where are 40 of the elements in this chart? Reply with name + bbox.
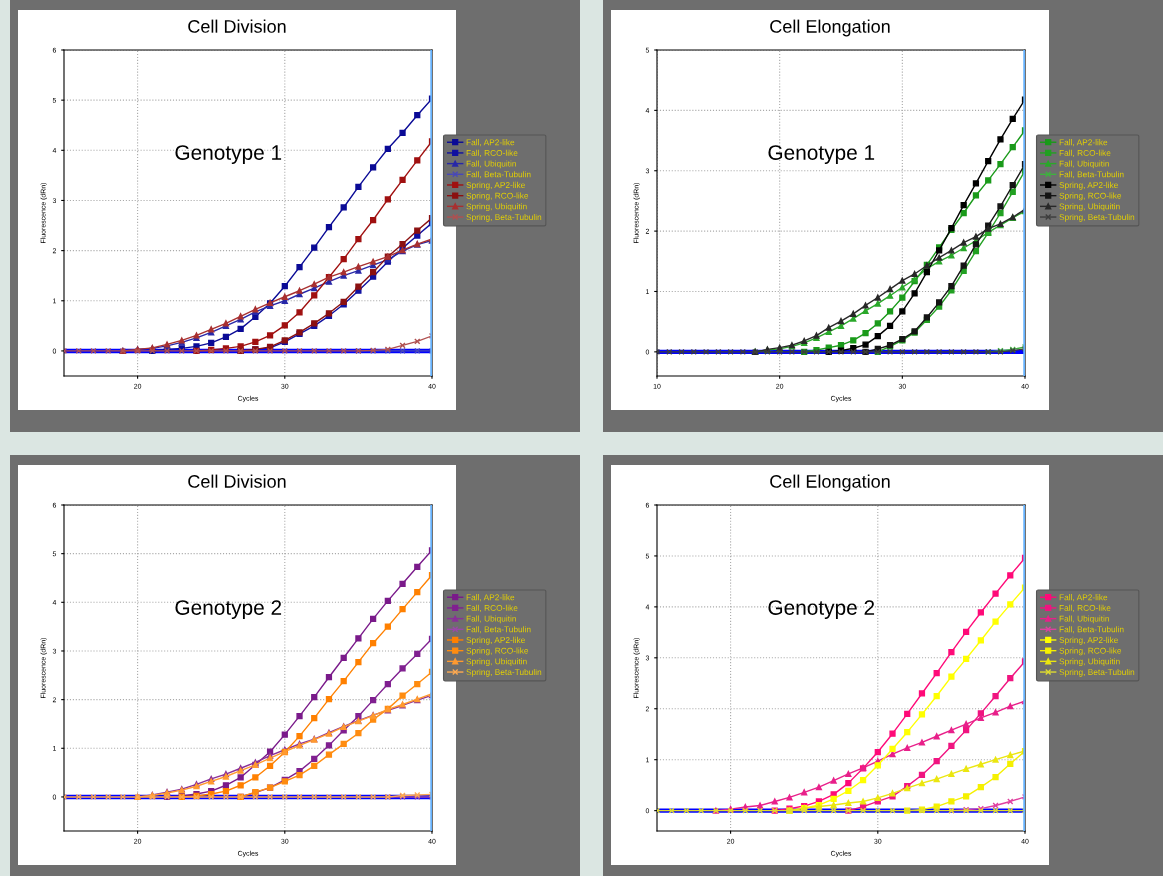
- annotation: Genotype 1: [175, 145, 282, 165]
- annotation: Genotype 2: [175, 600, 282, 620]
- legend-label: Spring, AP2-like: [1059, 636, 1118, 645]
- chart-title: Cell Elongation: [770, 19, 890, 37]
- chart-title: Cell Division: [188, 474, 286, 488]
- legend-label: Fall, Ubiquitin: [466, 160, 516, 169]
- legend-label: Spring, AP2-like: [466, 181, 525, 190]
- chart-title: Cell Division: [188, 19, 286, 33]
- annotation: Genotype 1: [768, 145, 875, 165]
- legend-label: Spring, Ubiquitin: [466, 658, 527, 666]
- legend-label: Fall, AP2-like: [1059, 139, 1108, 147]
- legend-label: Fall, RCO-like: [466, 604, 518, 612]
- legend-label: Spring, RCO-like: [1059, 647, 1122, 656]
- legend-label: Fall, AP2-like: [466, 594, 515, 602]
- legend-label: Fall, AP2-like: [1059, 594, 1108, 602]
- legend-label: Spring, RCO-like: [1059, 192, 1122, 201]
- legend-label: Spring, Beta-Tubulin: [1059, 668, 1135, 677]
- legend-label: Fall, Beta-Tubulin: [1059, 626, 1124, 634]
- chart-title: Cell Elongation: [770, 474, 890, 492]
- legend-label: Fall, Beta-Tubulin: [1059, 171, 1124, 179]
- legend-label: Spring, Beta-Tubulin: [466, 213, 542, 222]
- legend-label: Fall, RCO-like: [1059, 604, 1111, 612]
- legend-label: Fall, Beta-Tubulin: [466, 171, 531, 179]
- legend-label: Fall, Ubiquitin: [466, 615, 516, 624]
- legend-label: Fall, RCO-like: [466, 149, 518, 157]
- legend-label: Spring, Ubiquitin: [1059, 203, 1120, 211]
- legend-label: Spring, AP2-like: [1059, 181, 1118, 190]
- legend-label: Spring, Beta-Tubulin: [1059, 213, 1135, 222]
- legend-label: Fall, Ubiquitin: [1059, 615, 1109, 624]
- legend-label: Spring, Ubiquitin: [466, 203, 527, 211]
- legend-label: Spring, AP2-like: [466, 636, 525, 645]
- legend-label: Fall, Beta-Tubulin: [466, 626, 531, 634]
- legend-label: Spring, RCO-like: [466, 192, 529, 201]
- legend-label: Fall, AP2-like: [466, 139, 515, 147]
- legend-label: Fall, RCO-like: [1059, 149, 1111, 157]
- legend-label: Fall, Ubiquitin: [1059, 160, 1109, 169]
- annotation: Genotype 2: [768, 600, 875, 620]
- legend-label: Spring, Ubiquitin: [1059, 658, 1120, 666]
- legend-label: Spring, Beta-Tubulin: [466, 668, 542, 677]
- legend-label: Spring, RCO-like: [466, 647, 529, 656]
